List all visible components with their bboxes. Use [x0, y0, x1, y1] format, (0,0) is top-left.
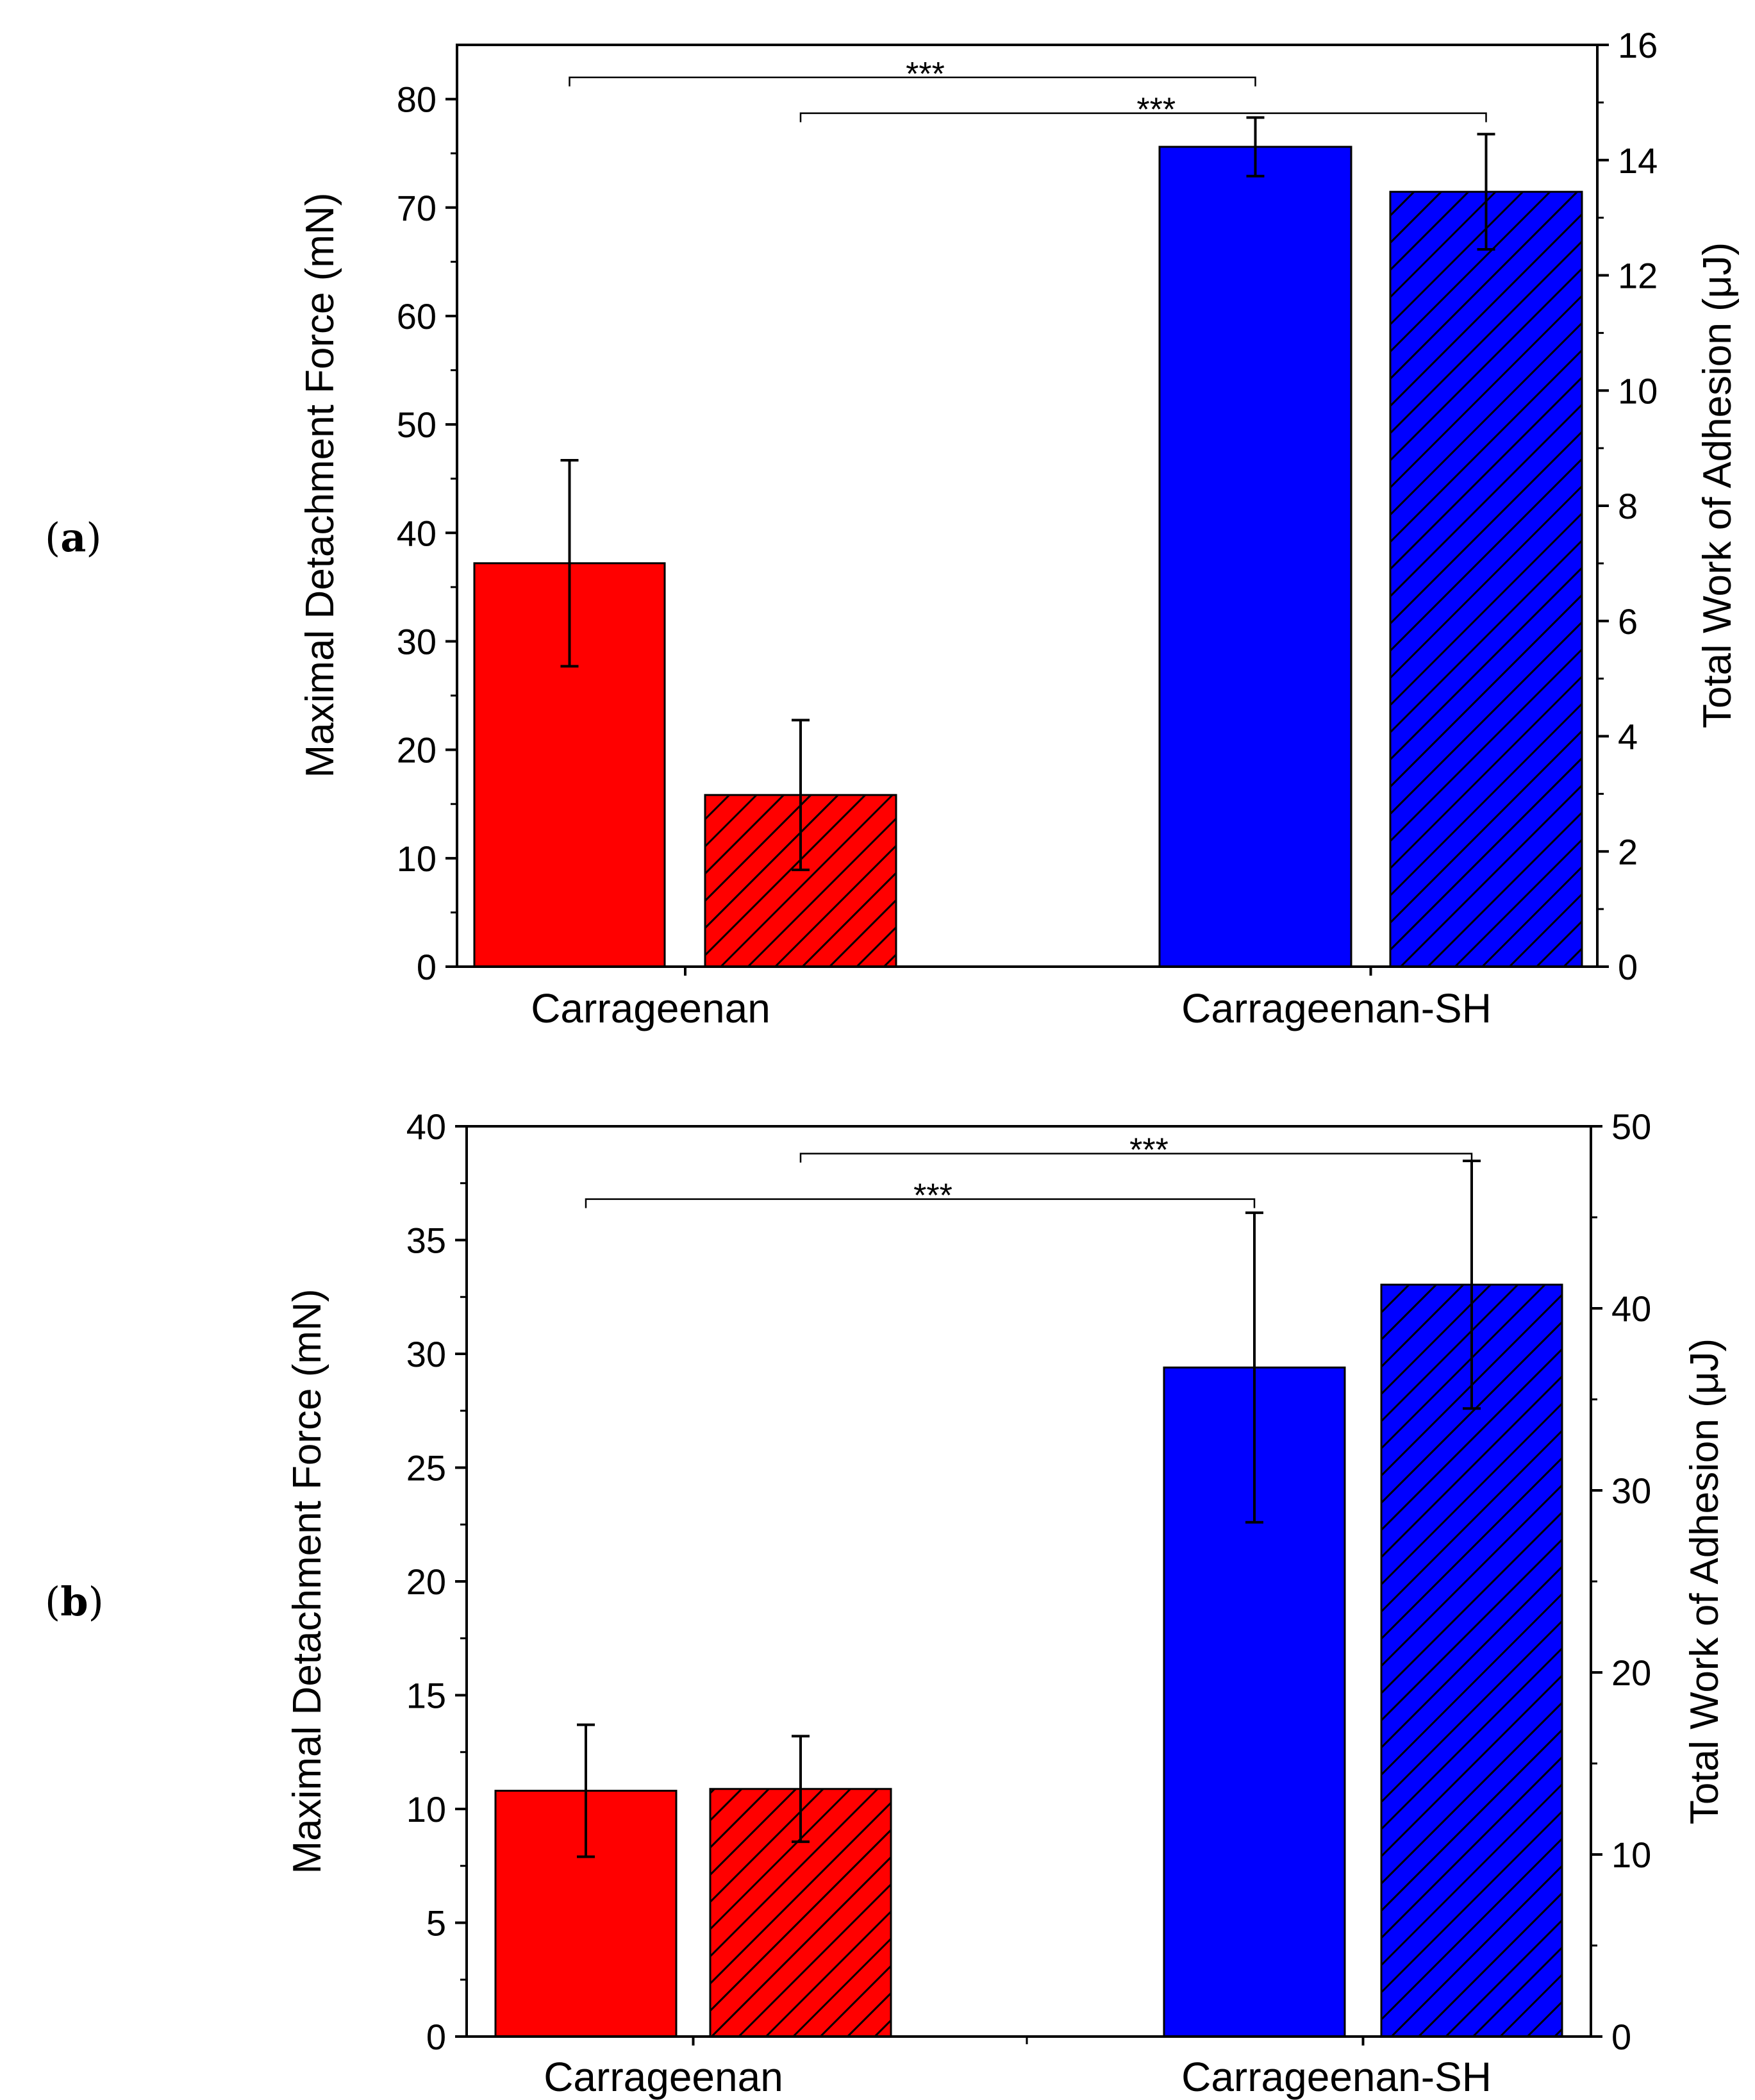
bar-carrageenan-sh-detachment-force: [1158, 146, 1352, 968]
significance-bracket: [799, 112, 1487, 122]
left-tick-label: 0: [426, 2017, 446, 2057]
significance-label: ***: [1136, 92, 1176, 129]
left-tick-label: 10: [397, 838, 437, 879]
panel-a: (a) 0 10 20 30 40 50 60 70 80 0 2 4 6 8 10 12 14 16 *** ***…: [45, 25, 1740, 1031]
left-tick-label: 15: [406, 1676, 446, 1716]
significance-label: ***: [906, 56, 945, 93]
significance-bracket: [569, 76, 1256, 87]
left-tick-label: 10: [406, 1789, 446, 1829]
bar-carrageenan-sh-work-of-adhesion: [1380, 1283, 1563, 2038]
category-label-carrageenan-sh: Carrageenan-SH: [1181, 2054, 1492, 2100]
left-tick-label: 35: [406, 1221, 446, 1261]
y-axis-title-left: Maximal Detachment Force (mN): [298, 193, 342, 778]
right-tick-label: 12: [1618, 256, 1658, 296]
y-axis-title-right: Total Work of Adhesion (μJ): [1683, 1338, 1727, 1824]
right-tick-label: 14: [1618, 140, 1658, 181]
y-axis-title-left: Maximal Detachment Force (mN): [285, 1289, 329, 1874]
right-tick-label: 8: [1618, 486, 1638, 526]
left-tick-label: 30: [397, 621, 437, 662]
right-tick-label: 16: [1618, 25, 1658, 65]
panel-b: (b) 0 5 10 15 20 25 30 35 40 0 10 20 30 40 50 *** *** Ma…: [45, 1106, 1727, 2100]
category-label-carrageenan-sh: Carrageenan-SH: [1181, 985, 1492, 1031]
left-tick-label: 40: [397, 513, 437, 553]
panel-label-b: (b): [45, 1578, 104, 1625]
right-tick-label: 2: [1618, 831, 1638, 872]
right-tick-label: 10: [1611, 1835, 1651, 1875]
left-tick-label: 5: [426, 1903, 446, 1944]
right-tick-label: 6: [1618, 601, 1638, 642]
left-tick-label: 60: [397, 296, 437, 337]
right-tick-label: 40: [1611, 1288, 1651, 1329]
right-tick-label: 0: [1618, 947, 1638, 987]
significance-label: ***: [1129, 1132, 1169, 1169]
category-label-carrageenan: Carrageenan: [544, 2054, 783, 2100]
right-tick-label: 4: [1618, 717, 1638, 757]
left-tick-label: 30: [406, 1334, 446, 1374]
left-tick-label: 70: [397, 188, 437, 228]
left-tick-label: 80: [397, 79, 437, 120]
right-tick-label: 30: [1611, 1471, 1651, 1511]
left-tick-label: 0: [417, 947, 437, 987]
bar-carrageenan-sh-work-of-adhesion: [1389, 190, 1583, 968]
right-tick-label: 0: [1611, 2017, 1631, 2057]
significance-bracket: [585, 1198, 1256, 1208]
left-tick-label: 20: [406, 1562, 446, 1602]
right-tick-label: 50: [1611, 1106, 1651, 1147]
left-tick-label: 50: [397, 404, 437, 445]
right-tick-label: 10: [1618, 371, 1658, 411]
right-tick-label: 20: [1611, 1653, 1651, 1693]
significance-label: ***: [913, 1178, 952, 1215]
left-tick-label: 25: [406, 1448, 446, 1488]
left-tick-label: 20: [397, 730, 437, 771]
category-label-carrageenan: Carrageenan: [531, 985, 770, 1031]
panel-label-a: (a): [45, 514, 102, 561]
significance-bracket: [799, 1153, 1473, 1163]
left-tick-label: 40: [406, 1106, 446, 1147]
y-axis-title-right: Total Work of Adhesion (μJ): [1695, 242, 1740, 728]
